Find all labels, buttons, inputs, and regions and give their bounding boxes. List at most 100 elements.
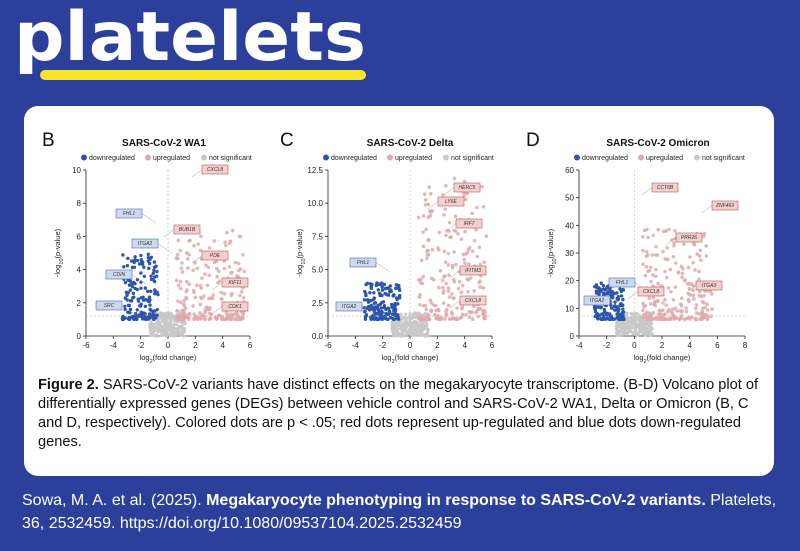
gene-label-text: SRC: [104, 303, 115, 309]
x-tick-label: 4: [462, 341, 467, 350]
point-up: [449, 235, 453, 239]
y-axis-label-rest: (p-value): [546, 228, 555, 258]
point-ns: [408, 329, 412, 333]
gene-label-up: CXCL8: [191, 164, 229, 178]
point-up: [433, 303, 438, 308]
legend-label-down: downregulated: [331, 155, 377, 162]
figure-caption: Figure 2. SARS-CoV-2 variants have disti…: [38, 376, 764, 452]
gene-label-leader: [131, 274, 147, 285]
point-up: [211, 293, 216, 297]
point-up: [463, 261, 467, 266]
point-up: [441, 289, 446, 294]
gene-label-leader: [141, 213, 157, 224]
point-ns: [405, 332, 409, 337]
point-down: [619, 289, 623, 294]
point-up: [699, 258, 703, 263]
y-axis-label-main: -log: [53, 265, 62, 278]
point-up: [661, 301, 665, 305]
point-up: [481, 286, 486, 290]
point-ns: [149, 330, 153, 334]
point-up: [175, 252, 180, 257]
point-down: [121, 253, 125, 257]
point-up: [671, 307, 675, 312]
point-up: [424, 227, 428, 232]
point-up: [175, 317, 179, 322]
legend-dot-ns: [443, 154, 449, 161]
y-axis-label-main: -log: [295, 265, 304, 278]
point-up: [668, 267, 673, 272]
point-ns: [159, 327, 163, 331]
point-down: [155, 313, 159, 318]
point-down: [153, 309, 157, 313]
point-up: [419, 258, 424, 263]
x-tick-label: 4: [687, 341, 692, 350]
point-down: [394, 283, 399, 287]
point-up: [644, 249, 649, 254]
point-up: [642, 228, 647, 233]
x-axis-label: log2(fold change): [382, 353, 439, 365]
point-down: [367, 308, 372, 312]
point-up: [464, 312, 468, 317]
gene-label-up: BUB1B: [163, 224, 201, 238]
y-tick-label: 0: [570, 332, 575, 341]
point-ns: [412, 320, 416, 324]
point-down: [149, 289, 153, 293]
point-up: [646, 235, 650, 240]
point-ns: [156, 330, 160, 334]
point-up: [705, 302, 710, 307]
point-up: [672, 241, 676, 245]
x-tick-label: 0: [166, 341, 171, 350]
point-down: [606, 290, 610, 295]
x-axis-label: log2(fold change): [634, 353, 691, 365]
point-up: [694, 306, 698, 311]
point-ns: [168, 315, 172, 319]
point-up: [223, 240, 227, 245]
point-ns: [177, 326, 181, 330]
gene-label-up: PRR26: [665, 232, 703, 246]
gene-label-leader: [443, 187, 455, 196]
y-tick-label: 10: [565, 304, 574, 313]
gene-label-text: LY6E: [445, 199, 457, 205]
point-up: [447, 220, 452, 225]
x-tick-label: 2: [660, 341, 665, 350]
legend: downregulated upregulated not significant: [574, 154, 745, 162]
point-down: [150, 314, 154, 318]
x-tick-label: 4: [220, 341, 225, 350]
point-up: [179, 300, 183, 305]
point-up: [443, 274, 447, 278]
point-up: [235, 310, 239, 315]
x-axis-label-main: log: [140, 353, 150, 362]
gene-label-up: CDK1: [211, 301, 249, 315]
point-up: [441, 301, 446, 305]
point-up: [691, 241, 696, 246]
point-down: [141, 298, 146, 302]
point-up: [428, 298, 433, 303]
point-up: [651, 273, 655, 277]
point-ns: [426, 334, 430, 338]
point-down: [152, 268, 156, 273]
point-down: [372, 309, 376, 314]
x-tick-label: 6: [715, 341, 720, 350]
point-ns: [171, 325, 175, 329]
gene-label-leader: [191, 169, 203, 178]
gene-label-leader: [445, 223, 457, 232]
point-ns: [416, 325, 420, 329]
point-down: [395, 316, 399, 320]
point-down: [139, 259, 144, 264]
point-down: [396, 302, 400, 306]
point-down: [126, 256, 130, 261]
point-up: [193, 295, 198, 300]
point-ns: [174, 322, 178, 327]
point-up: [679, 296, 684, 300]
point-up: [671, 298, 676, 302]
point-ns: [642, 319, 646, 323]
point-up: [470, 249, 475, 254]
point-ns: [636, 322, 640, 327]
point-up: [423, 303, 427, 308]
point-up: [478, 285, 482, 289]
legend-dot-up: [145, 154, 151, 161]
point-up: [222, 266, 227, 271]
point-down: [390, 304, 394, 309]
point-ns: [390, 320, 394, 324]
point-up: [470, 211, 474, 216]
